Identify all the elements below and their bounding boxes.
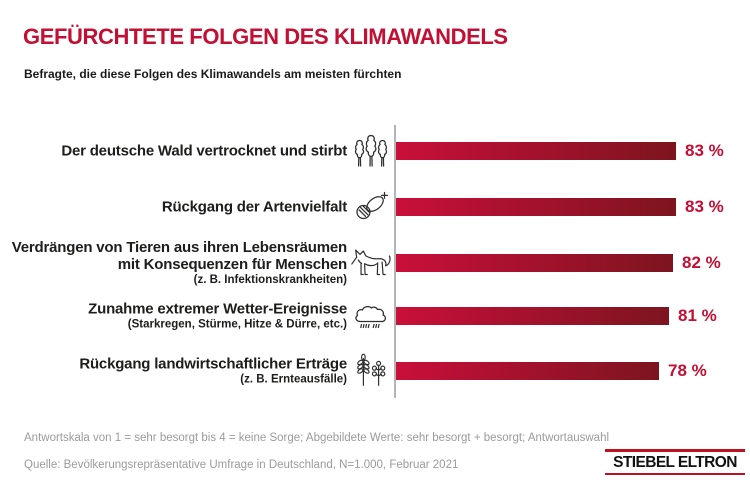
logo-rule-bottom	[605, 472, 745, 475]
value-bar	[396, 254, 673, 272]
stiebel-eltron-logo: STIEBEL ELTRON	[605, 449, 745, 475]
value-label: 82 %	[682, 253, 721, 272]
trees-icon	[348, 133, 394, 169]
category-label-line: Rückgang der Artenvielfalt	[161, 198, 347, 216]
value-bar	[396, 142, 676, 160]
value-label: 78 %	[668, 361, 707, 380]
chart-axis-line	[394, 125, 396, 398]
value-bar	[396, 307, 669, 325]
category-label: Rückgang landwirtschaftlicher Erträge (z…	[79, 356, 347, 387]
category-sublabel: (Starkregen, Stürme, Hitze & Dürre, etc.…	[127, 318, 347, 331]
value-bar	[396, 198, 676, 216]
category-sublabel: (z. B. Infektionskrankheiten)	[193, 274, 347, 286]
fox-icon	[348, 247, 394, 280]
category-label-line: Rückgang landwirtschaftlicher Erträge	[79, 355, 347, 373]
category-label: Der deutsche Wald vertrocknet und stirbt	[61, 143, 347, 160]
category-label-line: mit Konsequenzen für Menschen	[117, 256, 347, 273]
source-note: Quelle: Bevölkerungsrepräsentative Umfra…	[24, 459, 459, 471]
category-label: Rückgang der Artenvielfalt	[162, 199, 347, 216]
logo-rule-top	[605, 449, 745, 452]
category-sublabel: (z. B. Ernteausfälle)	[240, 373, 347, 386]
category-label-line: Verdrängen von Tieren aus ihren Lebensrä…	[11, 239, 347, 256]
bar-group: 81 %	[396, 306, 717, 326]
rain-cloud-icon	[348, 301, 394, 331]
page-title: GEFÜRCHTETE FOLGEN DES KLIMAWANDELS	[23, 24, 508, 49]
methodology-note: Antwortskala von 1 = sehr besorgt bis 4 …	[24, 432, 610, 444]
bar-group: 78 %	[396, 361, 707, 381]
category-label-line: Zunahme extremer Wetter-Ereignisse	[88, 300, 347, 318]
bee-icon	[348, 191, 394, 223]
value-label: 83 %	[685, 197, 724, 216]
wheat-icon	[348, 352, 394, 390]
value-label: 83 %	[685, 141, 724, 160]
logo-text: STIEBEL ELTRON	[613, 453, 737, 471]
category-label-line: Der deutsche Wald vertrocknet und stirbt	[61, 142, 347, 160]
value-label: 81 %	[678, 306, 717, 325]
category-label: Zunahme extremer Wetter-Ereignisse (Star…	[88, 301, 347, 332]
value-bar	[396, 362, 659, 380]
chart-subtitle: Befragte, die diese Folgen des Klimawand…	[24, 67, 402, 81]
bar-group: 83 %	[396, 197, 724, 217]
bar-group: 83 %	[396, 141, 724, 161]
bar-group: 82 %	[396, 253, 721, 273]
category-label: Verdrängen von Tieren aus ihren Lebensrä…	[12, 239, 347, 287]
